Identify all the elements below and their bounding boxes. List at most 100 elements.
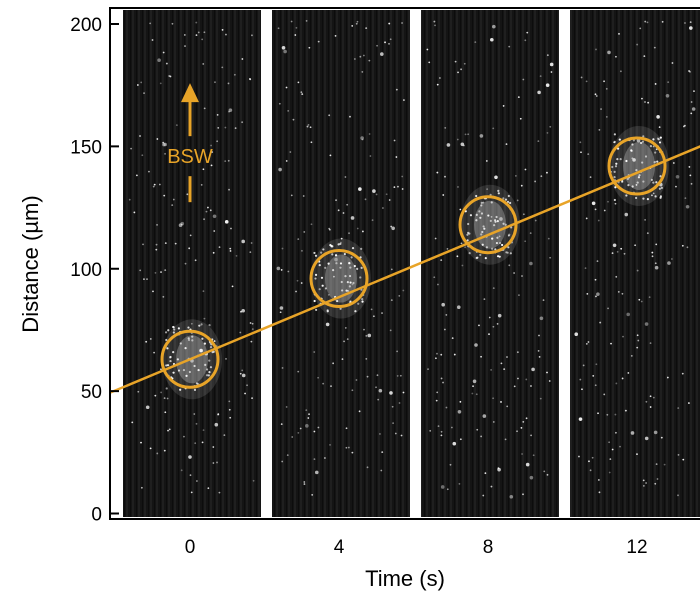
speckle — [681, 244, 684, 247]
speckle — [195, 21, 198, 24]
speckle — [353, 58, 356, 60]
speckle — [300, 282, 303, 284]
speckle — [625, 159, 628, 163]
speckle — [295, 26, 298, 29]
speckle — [194, 442, 197, 445]
speckle — [191, 339, 194, 342]
speckle — [314, 273, 318, 276]
speckle — [203, 31, 206, 34]
speckle — [180, 469, 183, 472]
speckle — [607, 200, 609, 203]
speckle — [688, 70, 690, 72]
speckle — [311, 494, 314, 496]
speckle — [589, 176, 592, 179]
speckle — [517, 96, 520, 98]
speckle — [614, 186, 617, 189]
speckle — [655, 463, 658, 465]
speckle — [501, 243, 504, 247]
speckle — [433, 20, 436, 23]
speckle — [203, 218, 205, 221]
speckle — [195, 34, 198, 37]
panel-background — [421, 10, 559, 517]
speckle — [209, 366, 213, 369]
speckle — [579, 378, 582, 381]
speckle — [475, 219, 478, 222]
speckle — [660, 186, 663, 189]
speckle — [212, 214, 217, 219]
speckle — [597, 412, 599, 415]
speckle — [499, 217, 503, 221]
speckle — [350, 216, 355, 220]
speckle — [212, 462, 215, 464]
speckle — [287, 270, 290, 273]
speckle — [390, 268, 393, 271]
speckle — [341, 358, 344, 360]
speckle — [329, 154, 332, 157]
speckle — [675, 185, 677, 188]
speckle — [504, 198, 508, 201]
speckle — [616, 250, 619, 253]
speckle — [277, 27, 280, 30]
speckle — [305, 20, 308, 22]
speckle — [346, 281, 349, 284]
speckle — [276, 266, 281, 271]
speckle — [359, 55, 362, 58]
speckle — [241, 308, 245, 313]
speckle — [503, 368, 506, 371]
speckle — [689, 21, 692, 23]
speckle — [457, 186, 459, 188]
speckle — [169, 356, 172, 359]
speckle — [627, 372, 630, 374]
speckle — [291, 436, 294, 438]
speckle — [396, 350, 399, 353]
speckle — [434, 237, 437, 240]
speckle — [516, 430, 518, 433]
speckle — [371, 219, 374, 222]
speckle — [437, 283, 439, 286]
speckle — [397, 185, 399, 188]
speckle — [492, 127, 495, 130]
speckle — [656, 160, 659, 163]
speckle — [280, 423, 283, 425]
speckle — [502, 105, 505, 107]
speckle — [361, 298, 364, 301]
speckle — [346, 338, 349, 340]
speckle — [650, 178, 654, 181]
speckle — [609, 458, 612, 461]
speckle — [344, 275, 347, 278]
speckle — [582, 364, 585, 367]
speckle — [210, 144, 213, 147]
speckle — [612, 243, 617, 248]
speckle — [616, 158, 619, 161]
speckle — [388, 22, 391, 25]
speckle — [381, 451, 384, 454]
speckle — [193, 388, 197, 391]
speckle — [164, 331, 168, 334]
speckle — [343, 340, 345, 343]
speckle — [401, 188, 404, 190]
speckle — [521, 275, 523, 277]
speckle — [531, 367, 535, 372]
speckle — [168, 428, 171, 431]
speckle — [549, 125, 552, 128]
speckle — [207, 206, 209, 209]
axes: 0 50 100 150 200 0 4 8 12 — [70, 7, 700, 558]
speckle — [652, 396, 655, 399]
speckle — [183, 435, 185, 438]
speckle — [492, 24, 496, 29]
speckle — [483, 227, 486, 230]
speckle — [436, 171, 439, 174]
speckle — [489, 219, 492, 222]
speckle — [466, 239, 469, 242]
speckle — [337, 243, 340, 246]
speckle — [335, 262, 338, 265]
speckle — [476, 428, 479, 431]
speckle — [427, 368, 429, 370]
y-tick-label: 150 — [70, 137, 102, 158]
speckle — [152, 185, 155, 188]
plot-area: BSW — [110, 83, 700, 395]
speckle — [636, 269, 639, 272]
speckle — [339, 262, 343, 265]
speckle — [594, 278, 597, 281]
speckle — [330, 385, 332, 388]
